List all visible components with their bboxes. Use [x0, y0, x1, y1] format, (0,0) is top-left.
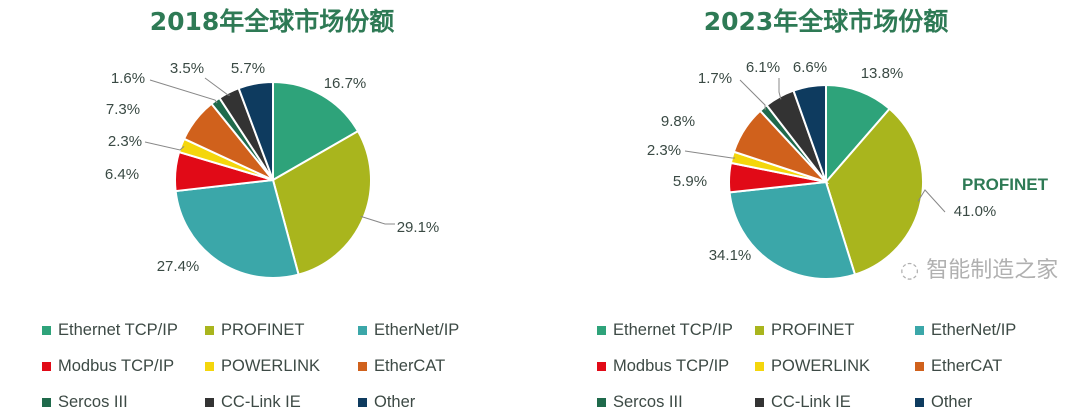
data-label: 27.4%	[157, 258, 200, 275]
leader-line	[917, 189, 946, 213]
data-label: 2.3%	[108, 133, 142, 150]
legend-swatch	[42, 362, 51, 371]
legend-swatch	[358, 362, 367, 371]
legend-label: Ethernet TCP/IP	[58, 321, 178, 339]
chart-title-2018: 2018年全球市场份额	[149, 7, 395, 36]
legend-label: Modbus TCP/IP	[613, 357, 730, 375]
legend-label: Modbus TCP/IP	[58, 357, 175, 375]
data-label: 29.1%	[397, 219, 440, 236]
legend-swatch	[205, 326, 214, 335]
data-label: 3.5%	[170, 60, 204, 77]
legend-label: Sercos III	[613, 393, 683, 411]
legend-label: EtherNet/IP	[374, 321, 460, 339]
watermark: ◌ 智能制造之家	[900, 258, 1058, 284]
legend-item: PROFINET	[205, 321, 304, 340]
leader-line	[684, 150, 736, 159]
chart-title-2023: 2023年全球市场份额	[703, 7, 949, 36]
legend-item: CC-Link IE	[755, 393, 851, 412]
data-label: 1.7%	[698, 70, 732, 87]
pie-slice-ethernet-tcp-ip	[825, 83, 891, 185]
legend-item: CC-Link IE	[205, 393, 301, 412]
legend-item: Other	[915, 393, 972, 412]
legend-label: EtherCAT	[374, 357, 446, 375]
legend-item: EtherCAT	[358, 357, 445, 376]
legend-label: PROFINET	[221, 321, 305, 339]
leader-line	[144, 141, 185, 151]
legend-item: PROFINET	[755, 321, 854, 340]
watermark-text: 智能制造之家	[926, 258, 1059, 283]
legend-swatch	[755, 398, 764, 407]
legend-swatch	[358, 398, 367, 407]
legend-swatch	[42, 398, 51, 407]
data-label: 13.8%	[861, 65, 904, 82]
legend-item: Modbus TCP/IP	[597, 357, 729, 376]
pie-slice-ethernet-ip	[728, 180, 857, 280]
data-label: 5.9%	[673, 173, 707, 190]
data-label: 6.6%	[793, 59, 827, 76]
pie-slice-profinet	[824, 107, 924, 276]
legend-label: Sercos III	[58, 393, 128, 411]
legend-item: POWERLINK	[205, 357, 320, 376]
data-label: 1.6%	[111, 70, 145, 87]
data-label: 34.1%	[709, 247, 752, 264]
legend-swatch	[597, 326, 606, 335]
data-label: 6.4%	[105, 166, 139, 183]
data-label: 41.0%	[954, 203, 997, 220]
legend-item: Other	[358, 393, 415, 412]
leader-line	[739, 79, 766, 111]
legend-swatch	[205, 398, 214, 407]
legend-swatch	[358, 326, 367, 335]
legend-item: Modbus TCP/IP	[42, 357, 174, 376]
legend-item: POWERLINK	[755, 357, 870, 376]
legend-item: EtherCAT	[915, 357, 1002, 376]
data-label: 9.8%	[661, 113, 695, 130]
data-label: 6.1%	[746, 59, 780, 76]
pie-slice-ethernet-ip	[174, 178, 300, 279]
legend-item: Sercos III	[42, 393, 128, 412]
legend-swatch	[597, 398, 606, 407]
pie-slice-other	[792, 83, 827, 183]
legend-label: EtherCAT	[931, 357, 1003, 375]
legend-label: POWERLINK	[221, 357, 321, 375]
legend-swatch	[755, 362, 764, 371]
legend-label: Ethernet TCP/IP	[613, 321, 733, 339]
legend-label: CC-Link IE	[771, 393, 851, 411]
legend-swatch	[205, 362, 214, 371]
pie-slice-other	[237, 80, 274, 181]
legend-label: POWERLINK	[771, 357, 871, 375]
leader-line	[360, 215, 395, 225]
leader-line	[149, 79, 218, 104]
legend-item: EtherNet/IP	[358, 321, 459, 340]
legend-label: Other	[374, 393, 416, 411]
data-label: 7.3%	[106, 101, 140, 118]
data-label: 16.7%	[324, 75, 367, 92]
leader-line	[778, 78, 782, 100]
legend-label: CC-Link IE	[221, 393, 301, 411]
data-label: 5.7%	[231, 60, 265, 77]
legend-item: EtherNet/IP	[915, 321, 1016, 340]
legend-item: Sercos III	[597, 393, 683, 412]
legend-swatch	[597, 362, 606, 371]
leader-line	[204, 77, 231, 96]
legend-label: PROFINET	[771, 321, 855, 339]
legend-label: Other	[931, 393, 973, 411]
legend-swatch	[915, 398, 924, 407]
annotation-profinet: PROFINET	[962, 175, 1049, 194]
legend-swatch	[755, 326, 764, 335]
legend-swatch	[915, 326, 924, 335]
legend-label: EtherNet/IP	[931, 321, 1017, 339]
legend-swatch	[42, 326, 51, 335]
legend-item: Ethernet TCP/IP	[597, 321, 733, 340]
pie-slice-ethernet-tcp-ip	[272, 80, 360, 182]
legend-item: Ethernet TCP/IP	[42, 321, 178, 340]
wechat-icon: ◌	[900, 258, 927, 283]
data-label: 2.3%	[647, 142, 681, 159]
legend-swatch	[915, 362, 924, 371]
